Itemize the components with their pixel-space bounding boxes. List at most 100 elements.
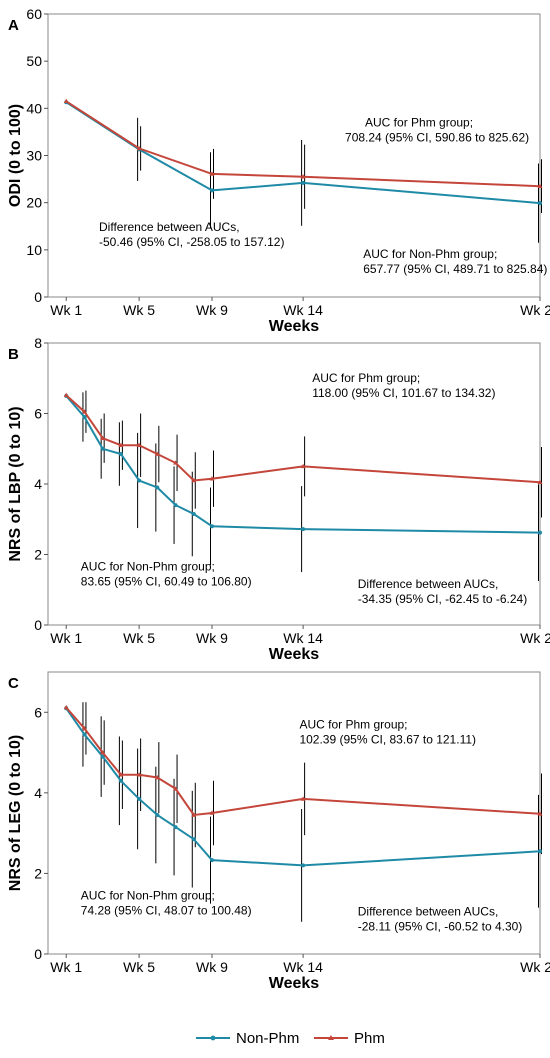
data-point	[209, 171, 215, 176]
annotation: Difference between AUCs, -34.35 (95% CI, …	[358, 577, 527, 606]
panel-c: C 0 2 4 6 Wk 1 Wk 5 Wk 9 Wk 14 Wk 27 Weeks NRS of L…	[7, 671, 550, 992]
annotation: AUC for Phm group; 102.39 (95% CI, 83.67 …	[299, 717, 476, 746]
y-tick-label: 2	[34, 865, 42, 881]
y-tick-label: 2	[34, 547, 42, 563]
data-point	[210, 858, 214, 863]
y-axis-title: NRS of LEG (0 to 10)	[7, 735, 24, 891]
data-point	[538, 201, 542, 206]
x-axis-title: Weeks	[269, 318, 320, 335]
data-point	[209, 476, 215, 481]
y-tick-label: 20	[26, 195, 42, 211]
data-point	[63, 392, 69, 397]
data-point	[537, 183, 543, 188]
data-point	[81, 409, 87, 414]
data-point	[118, 778, 123, 783]
y-tick-label: 10	[26, 242, 42, 258]
data-point	[118, 772, 124, 777]
x-tick-label: Wk 5	[123, 630, 155, 646]
data-point	[82, 415, 87, 420]
data-point	[100, 754, 105, 759]
data-point	[301, 863, 306, 868]
y-axis-title: NRS of LBP (0 to 10)	[7, 406, 24, 561]
x-tick-label: Wk 1	[50, 630, 82, 646]
panel-b: B 0 2 4 6 8 Wk 1 Wk 5 Wk 9 Wk 14 Wk 27 Weeks NRS of …	[7, 335, 550, 663]
data-point	[538, 530, 542, 535]
x-tick-label: Wk 14	[283, 630, 323, 646]
y-axis-title: ODI (0 to 100)	[7, 104, 24, 207]
data-point	[209, 810, 215, 815]
data-point	[210, 524, 214, 529]
y-tick-label: 6	[34, 406, 42, 422]
x-tick-label: Wk 14	[283, 959, 323, 975]
data-point	[191, 511, 196, 516]
legend-label: Non-Phm	[236, 1030, 299, 1047]
data-point	[173, 460, 179, 465]
data-point	[173, 825, 178, 830]
legend: Non-Phm Phm	[196, 1030, 385, 1047]
data-point	[191, 477, 197, 483]
x-tick-label: Wk 27	[520, 302, 550, 318]
data-point	[155, 813, 160, 818]
y-tick-label: 0	[34, 289, 42, 305]
panel-letter: B	[8, 346, 19, 363]
x-tick-label: Wk 1	[50, 959, 82, 975]
data-point	[300, 463, 306, 469]
y-tick-label: 0	[34, 946, 42, 962]
annotation: AUC for Non-Phm group; 74.28 (95% CI, 48.…	[81, 889, 252, 918]
x-tick-label: Wk 14	[283, 302, 323, 318]
x-tick-label: Wk 27	[520, 630, 550, 646]
annotation: AUC for Phm group; 118.00 (95% CI, 101.67…	[312, 371, 495, 400]
data-point	[100, 435, 106, 440]
annotation: Difference between AUCs, -50.46 (95% CI, …	[99, 220, 284, 249]
x-tick-label: Wk 9	[196, 959, 228, 975]
legend-marker	[210, 1035, 216, 1041]
annotation: AUC for Non-Phm group; 657.77 (95% CI, 48…	[363, 247, 547, 276]
data-point	[154, 774, 160, 780]
legend-marker	[328, 1035, 334, 1040]
annotation: Difference between AUCs, -28.11 (95% CI, …	[358, 905, 523, 934]
y-tick-label: 0	[34, 617, 42, 633]
data-point	[118, 442, 124, 448]
y-tick-label: 60	[26, 6, 42, 22]
panel-letter: A	[8, 17, 19, 34]
y-tick-label: 8	[34, 335, 42, 351]
y-tick-label: 50	[26, 53, 42, 69]
y-tick-label: 4	[34, 476, 42, 492]
panel-letter: C	[8, 675, 19, 692]
x-axis-title: Weeks	[269, 975, 320, 992]
legend-item-non-phm: Non-Phm	[196, 1030, 299, 1047]
data-point	[100, 749, 106, 755]
data-point	[136, 442, 142, 448]
data-point	[191, 837, 196, 842]
data-point	[173, 503, 178, 508]
data-point	[301, 180, 306, 185]
data-point	[100, 446, 105, 451]
legend-label: Phm	[354, 1030, 385, 1047]
data-point	[81, 725, 87, 731]
x-tick-label: Wk 1	[50, 302, 82, 318]
data-point	[301, 527, 306, 532]
legend-item-phm: Phm	[314, 1030, 385, 1047]
data-point	[538, 849, 542, 854]
data-point	[63, 704, 69, 710]
data-point	[191, 812, 197, 817]
data-point	[82, 732, 87, 737]
y-tick-label: 30	[26, 148, 42, 164]
data-point	[300, 174, 306, 179]
data-point	[137, 478, 142, 483]
y-tick-label: 4	[34, 785, 42, 801]
annotation: AUC for Phm group; 708.24 (95% CI, 590.86…	[345, 115, 529, 144]
x-axis-title: Weeks	[269, 646, 320, 663]
data-point	[537, 811, 543, 816]
data-point	[136, 772, 142, 777]
data-point	[136, 145, 142, 151]
data-point	[155, 485, 160, 490]
data-point	[210, 188, 214, 193]
data-point	[537, 479, 543, 485]
x-tick-label: Wk 9	[196, 630, 228, 646]
x-tick-label: Wk 9	[196, 302, 228, 318]
x-tick-label: Wk 5	[123, 302, 155, 318]
y-tick-label: 6	[34, 704, 42, 720]
y-tick-label: 40	[26, 100, 42, 116]
x-tick-label: Wk 5	[123, 959, 155, 975]
